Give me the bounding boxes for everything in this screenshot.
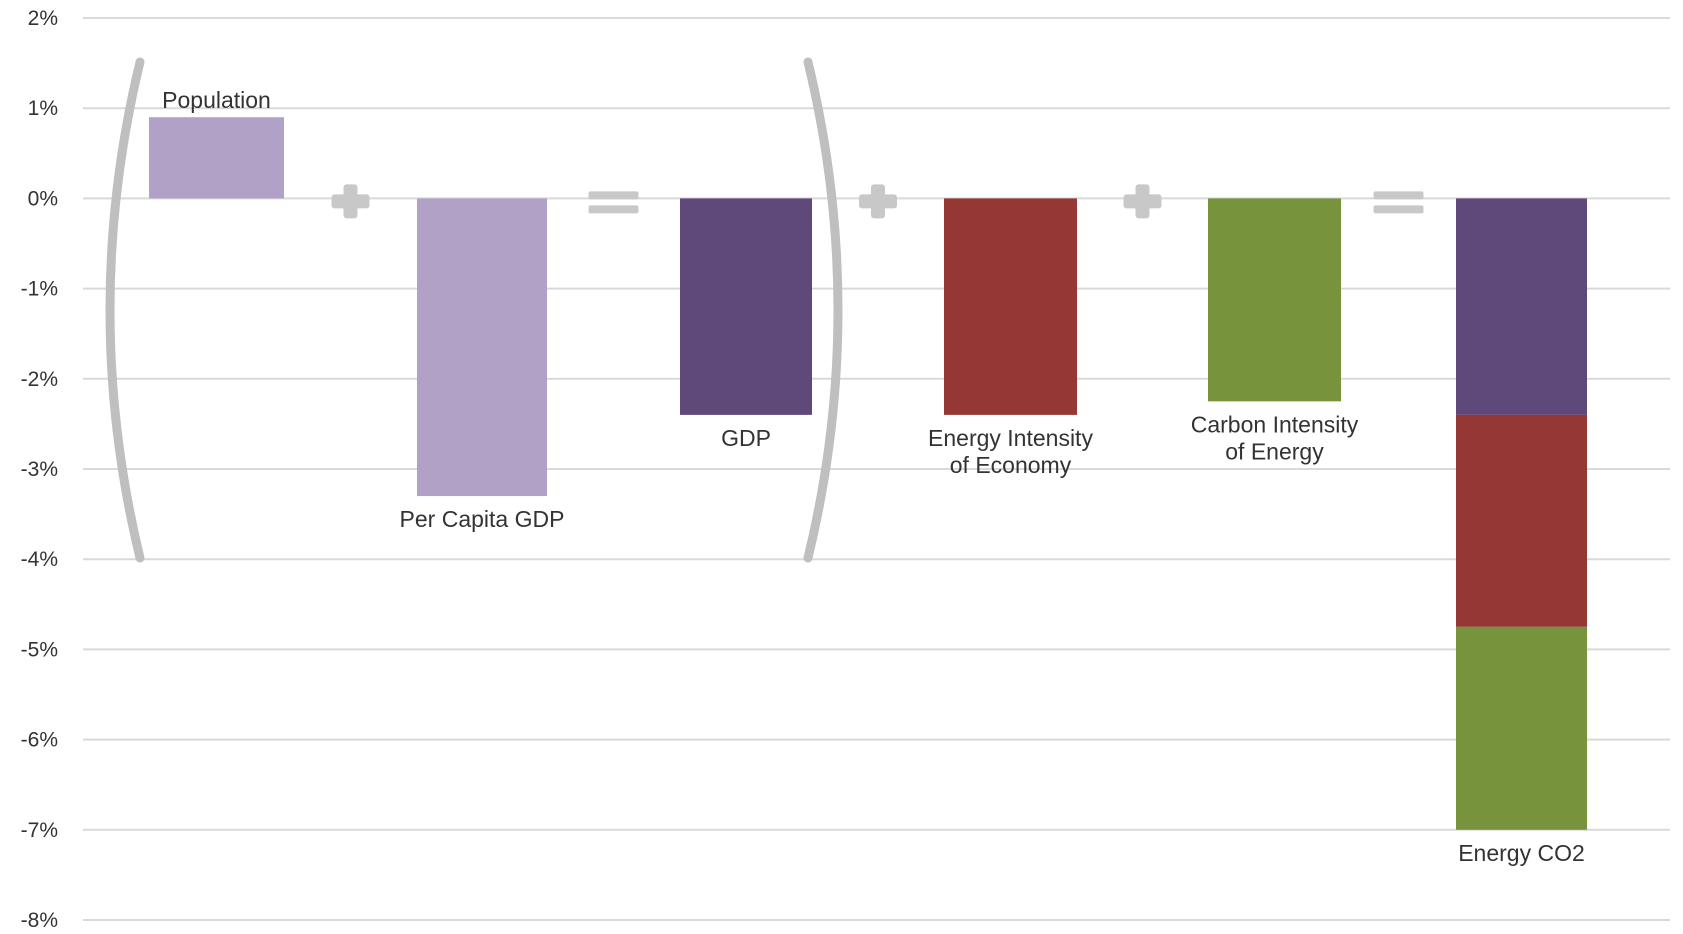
equals-icon [1373,205,1424,214]
bars [149,117,1587,830]
plus-icon [871,184,885,219]
y-tick-label: 0% [28,187,58,210]
y-tick-label: 2% [28,7,58,30]
per-capita-gdp-bar [417,198,547,497]
plus-icon [1135,184,1150,219]
plus-icon [343,184,358,219]
equals-icon [588,191,639,200]
energy-co2-segment-2 [1456,414,1587,627]
y-tick-label: 1% [28,97,58,120]
energy-intensity-label: of Economy [950,452,1072,478]
y-tick-label: -7% [21,819,58,842]
gridlines [83,17,1670,921]
right-parenthesis [803,57,843,563]
population-bar [149,117,284,199]
energy-co2-label: Energy CO2 [1458,840,1585,866]
carbon-intensity-bar [1208,198,1341,402]
equals-icon [588,205,639,214]
y-tick-label: -1% [21,278,58,301]
gdp-bar [680,198,812,415]
per-capita-gdp-label: Per Capita GDP [400,506,565,532]
equals-icon [1373,191,1424,200]
carbon-intensity-label: Carbon Intensity [1191,411,1359,437]
y-tick-label: -6% [21,729,58,752]
operator-symbols [331,184,1424,219]
y-axis: 2% 1% 0% -1% -2% -3% -4% -5% -6% -7% -8% [21,7,58,932]
parenthesis-bracket [105,57,843,563]
carbon-intensity-label: of Energy [1225,438,1324,464]
energy-intensity-label: Energy Intensity [928,425,1093,451]
y-tick-label: -2% [21,368,58,391]
energy-co2-segment-3 [1456,626,1587,830]
bar-labels: Population Per Capita GDP GDP Energy Intens… [162,87,1585,866]
energy-intensity-bar [944,198,1077,415]
y-tick-label: -4% [21,548,58,571]
y-tick-label: -8% [21,909,58,932]
energy-co2-segment-1 [1456,198,1587,415]
y-tick-label: -5% [21,638,58,661]
left-parenthesis [105,57,145,563]
population-label: Population [162,87,271,113]
gdp-label: GDP [721,425,771,451]
y-tick-label: -3% [21,458,58,481]
